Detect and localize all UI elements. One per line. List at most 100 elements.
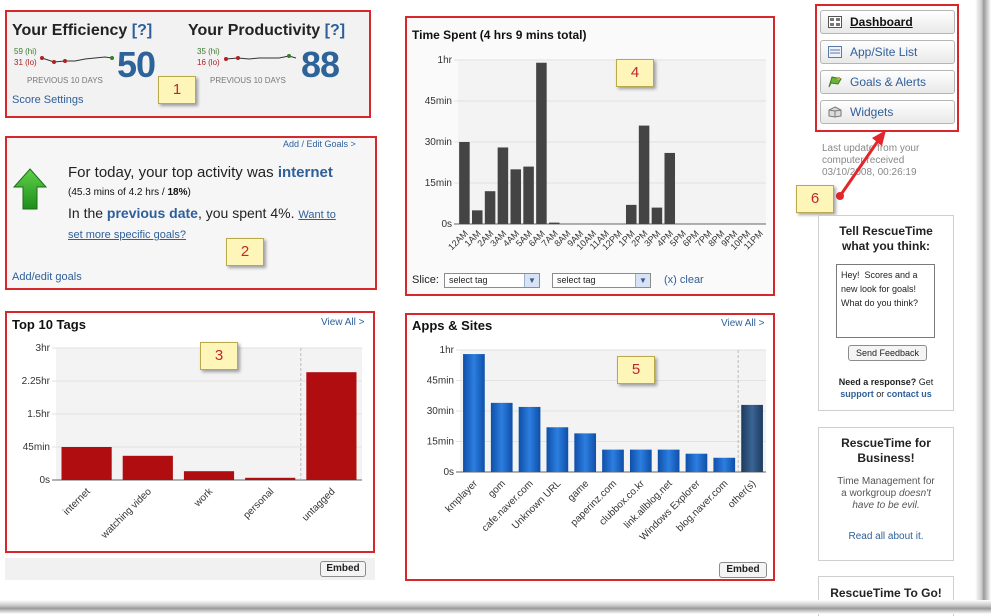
business-desc-line3: have to be evil. <box>818 500 954 512</box>
bar <box>685 453 708 472</box>
bar <box>122 455 173 480</box>
top-tags-chart: 0s 45min 1.5hr 2.25hr 3hr internet watching vi… <box>22 343 362 542</box>
feedback-title-line2: what you think: <box>842 239 930 253</box>
nav-app-list-label: App/Site List <box>850 45 918 59</box>
goals-line3-prefix: In the <box>68 205 104 221</box>
y-tick-label: 45min <box>425 96 452 107</box>
y-tick-label: 1hr <box>438 55 453 66</box>
annotation-4: 4 <box>616 59 654 87</box>
slice-select-1[interactable]: select tag ▼ <box>444 273 540 288</box>
slice-select-2[interactable]: select tag ▼ <box>552 273 651 288</box>
goals-line2-open: (45.3 mins of 4.2 hrs / <box>68 187 168 198</box>
annotation-5: 5 <box>617 356 655 384</box>
feedback-title: Tell RescueTime what you think: <box>818 224 954 254</box>
business-title: RescueTime for Business! <box>818 436 954 466</box>
bar <box>523 166 534 224</box>
x-tick-label: internet <box>61 486 93 518</box>
want-to-link[interactable]: Want to <box>298 209 336 221</box>
annotation-3: 3 <box>200 342 238 370</box>
togo-title: RescueTime To Go! <box>830 586 942 600</box>
bar <box>245 477 296 480</box>
nav-dashboard-button[interactable]: Dashboard <box>820 10 955 34</box>
add-edit-goals-top-link[interactable]: Add / Edit Goals > <box>283 139 356 149</box>
efficiency-sparkline <box>40 56 114 64</box>
nav-dashboard-label: Dashboard <box>850 15 913 29</box>
bar <box>463 354 485 472</box>
tags-embed-button[interactable]: Embed <box>320 561 366 577</box>
slice-select-1-value: select tag <box>449 275 488 285</box>
x-tick-label: game <box>566 478 592 504</box>
business-title-line2: Business! <box>857 451 915 465</box>
efficiency-score: 50 <box>117 44 156 85</box>
nav-goals-alerts-button[interactable]: Goals & Alerts <box>820 70 955 94</box>
send-feedback-button[interactable]: Send Feedback <box>848 345 927 361</box>
productivity-period: PREVIOUS 10 DAYS <box>210 76 286 85</box>
productivity-lo: 16 (lo) <box>197 58 220 67</box>
y-tick-label: 30min <box>427 406 454 417</box>
read-about-link[interactable]: Read all about it. <box>848 531 924 542</box>
specific-goals-link[interactable]: set more specific goals? <box>68 229 186 241</box>
page-shadow-bottom <box>0 600 991 614</box>
bar <box>471 210 483 224</box>
bar <box>548 222 560 224</box>
productivity-help-link[interactable]: [?] <box>324 22 346 39</box>
apps-view-all-link[interactable]: View All > <box>721 318 765 329</box>
last-update-line3: 03/10/2008, 00:26:19 <box>822 167 917 178</box>
x-tick-label: personal <box>241 486 276 521</box>
slice-label: Slice: <box>412 274 439 286</box>
score-settings-link[interactable]: Score Settings <box>12 94 84 106</box>
x-tick-label: watching video <box>99 486 155 542</box>
x-tick-label: blog.naver.com <box>675 478 731 534</box>
y-tick-label: 0s <box>441 219 452 230</box>
feedback-help-text: Need a response? Get support or contact … <box>822 376 950 400</box>
add-edit-goals-bottom-link[interactable]: Add/edit goals <box>12 271 82 283</box>
y-tick-label: 45min <box>427 376 454 387</box>
support-link[interactable]: support <box>840 389 874 399</box>
goals-line2-close: ) <box>187 187 191 198</box>
bar <box>651 207 663 224</box>
y-tick-label: 15min <box>425 178 452 189</box>
top-activity-link[interactable]: internet <box>277 164 333 181</box>
bar <box>657 449 680 472</box>
bar <box>518 406 541 472</box>
last-update-line1: Last update from your <box>822 143 920 154</box>
feedback-textarea[interactable]: Hey! Scores and a new look for goals! Wh… <box>836 264 935 338</box>
annotation-6: 6 <box>796 185 834 213</box>
nav-widgets-button[interactable]: Widgets <box>820 100 955 124</box>
business-desc-line3-em: have to be evil. <box>852 500 920 511</box>
efficiency-lo: 31 (lo) <box>14 58 37 67</box>
business-desc-line2: a workgroup doesn't <box>818 488 954 500</box>
business-desc-line2-text: a workgroup <box>841 488 899 499</box>
productivity-sparkline <box>224 54 297 61</box>
clear-slice-link[interactable]: (x) clear <box>664 274 704 286</box>
y-tick-label: 45min <box>23 442 50 453</box>
chevron-down-icon: ▼ <box>524 274 539 287</box>
goals-line2: (45.3 mins of 4.2 hrs / 18%) <box>68 187 191 198</box>
apps-embed-button[interactable]: Embed <box>719 562 767 578</box>
nav-app-list-button[interactable]: App/Site List <box>820 40 955 64</box>
bar <box>61 447 112 480</box>
top-tags-view-all-link[interactable]: View All > <box>321 317 365 328</box>
y-tick-label: 1.5hr <box>27 409 50 420</box>
bar <box>741 404 763 472</box>
goals-line3-suffix: , you spent 4%. <box>197 205 295 221</box>
x-tick-label: untagged <box>300 486 337 523</box>
business-desc: Time Management for a workgroup doesn't … <box>818 476 954 512</box>
or-text: or <box>873 389 887 399</box>
x-tick-label: other(s) <box>726 478 758 510</box>
previous-date-link[interactable]: previous date <box>106 205 198 221</box>
bar <box>306 372 357 480</box>
business-desc-line1: Time Management for <box>837 476 935 487</box>
y-tick-label: 1hr <box>440 345 455 356</box>
productivity-score: 88 <box>301 44 340 85</box>
efficiency-help-link[interactable]: [?] <box>131 22 153 39</box>
time-spent-chart: 0s15min30min45min1hr12AM1AM2AM3AM4AM5AM6… <box>425 55 766 252</box>
contact-us-link[interactable]: contact us <box>886 389 932 399</box>
nav-goals-alerts-label: Goals & Alerts <box>850 75 927 89</box>
productivity-title: Your Productivity [?] <box>188 22 345 40</box>
business-title-line1: RescueTime for <box>841 436 931 450</box>
get-text: Get <box>916 377 934 387</box>
y-tick-label: 30min <box>425 137 452 148</box>
bar <box>536 62 547 224</box>
feedback-title-line1: Tell RescueTime <box>839 224 933 238</box>
